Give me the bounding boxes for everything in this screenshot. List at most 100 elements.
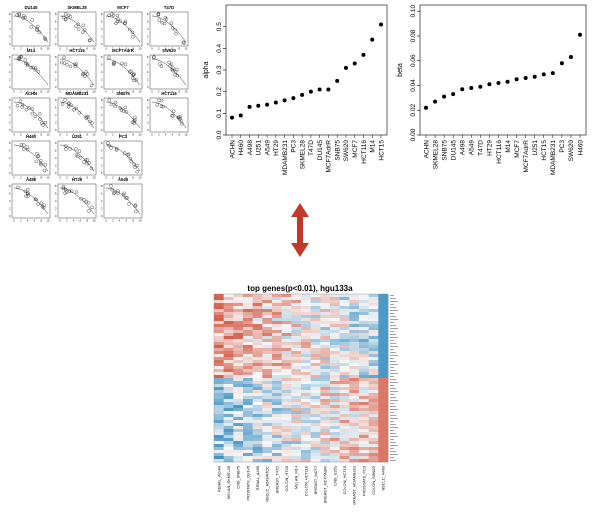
panel-xtick-label: 6 <box>80 219 82 223</box>
x-tick-label: A498 <box>247 140 254 156</box>
panel-data-point <box>15 104 20 108</box>
panel-xtick-label: 4 <box>73 90 75 94</box>
heatmap-cell <box>243 342 253 346</box>
heatmap-cell <box>223 381 234 385</box>
panel-data-point <box>36 70 41 74</box>
heatmap-cell <box>291 402 302 406</box>
heatmap-cell <box>310 369 321 373</box>
heatmap-cell <box>223 336 234 340</box>
heatmap-cell <box>262 336 273 340</box>
heatmap-cell <box>262 417 273 421</box>
heatmap-cell <box>359 339 369 343</box>
heatmap-cell <box>339 309 350 313</box>
heatmap-cell <box>272 429 282 433</box>
heatmap-cell <box>243 300 253 304</box>
heatmap-cell <box>330 426 340 430</box>
heatmap-cell <box>243 444 253 448</box>
heatmap-cell <box>349 303 360 307</box>
heatmap-cell <box>291 336 302 340</box>
heatmap-cell <box>243 354 253 358</box>
heatmap-column-label: BREAST_MCF7 <box>313 466 318 494</box>
heatmap-cell <box>368 375 379 379</box>
data-point <box>308 89 313 94</box>
panel-xtick-label: 8 <box>132 176 134 180</box>
panel-data-point <box>76 154 80 159</box>
heatmap-cell <box>252 456 263 460</box>
heatmap-cell <box>262 312 273 316</box>
panel-data-point <box>15 13 19 17</box>
panel-frame <box>57 97 97 133</box>
panel-fit-curve <box>105 15 141 43</box>
heatmap-cell <box>233 441 244 445</box>
heatmap-cell <box>359 423 369 427</box>
heatmap-cell <box>320 426 331 430</box>
heatmap-cell <box>243 363 253 367</box>
panel-xtick-label: 0 <box>105 47 107 51</box>
panel-fit-curve <box>59 101 95 129</box>
heatmap-cell <box>349 402 360 406</box>
panel-data-point <box>81 30 85 34</box>
panel-data-point <box>66 102 71 106</box>
heatmap-cell <box>339 312 350 316</box>
heatmap-cell <box>320 393 331 397</box>
data-point <box>424 105 428 110</box>
panel-xtick-label: 4 <box>27 47 29 51</box>
heatmap-cell <box>291 387 302 391</box>
heatmap-cell <box>320 402 331 406</box>
panel-ytick-label: 8 <box>147 55 149 59</box>
heatmap-cell <box>243 348 253 352</box>
heatmap-cell <box>359 393 369 397</box>
heatmap-cell <box>310 312 321 316</box>
heatmap-cell <box>223 423 234 427</box>
heatmap-cell <box>320 345 331 349</box>
panel-data-point <box>109 102 114 107</box>
panel-title: DU145 <box>24 5 38 10</box>
heatmap-cell <box>233 456 244 460</box>
panel-data-point <box>107 55 111 59</box>
panel-xtick-label: 4 <box>27 219 29 223</box>
y-tick-label: 0.04 <box>410 79 417 92</box>
heatmap-cell <box>291 432 302 436</box>
heatmap-cell <box>320 336 331 340</box>
heatmap-cell <box>223 450 234 454</box>
heatmap-cell <box>233 330 244 334</box>
panel-xtick-label: 4 <box>73 176 75 180</box>
panel-data-point <box>116 17 120 21</box>
heatmap-cell <box>223 369 234 373</box>
heatmap-cell <box>214 351 224 355</box>
heatmap-cell <box>349 411 360 415</box>
heatmap-cell <box>243 417 253 421</box>
heatmap-cell <box>301 375 311 379</box>
panel-data-point <box>122 191 126 196</box>
heatmap-cell <box>301 303 311 307</box>
heatmap-cell <box>272 387 282 391</box>
heatmap-cell <box>223 435 234 439</box>
heatmap-cell <box>233 447 244 451</box>
heatmap-cell <box>262 390 273 394</box>
heatmap-cell <box>349 447 360 451</box>
panel-xtick-label: 10 <box>139 47 142 51</box>
panel-data-point <box>33 114 37 119</box>
heatmap-cell <box>252 351 263 355</box>
panel-xtick-label: 0 <box>105 90 107 94</box>
heatmap-cell <box>262 345 273 349</box>
panel-xtick-label: 8 <box>178 133 180 137</box>
heatmap-cell <box>301 348 311 352</box>
y-tick-label: 0.00 <box>410 128 417 141</box>
panel-ytick-label: 8 <box>101 12 103 16</box>
heatmap-cell <box>281 387 292 391</box>
heatmap-cell <box>223 330 234 334</box>
panel-data-point <box>85 158 90 162</box>
heatmap-cell <box>310 387 321 391</box>
panel-title: SW620 <box>162 48 176 53</box>
heatmap-cell <box>339 459 350 463</box>
x-tick-label: MCF7 <box>352 140 359 158</box>
heatmap-cell <box>272 447 282 451</box>
heatmap-cell <box>223 402 234 406</box>
heatmap-cell <box>291 450 302 454</box>
heatmap-cell <box>310 336 321 340</box>
panel-ytick-label: 4 <box>55 199 57 203</box>
panel-xtick-label: 4 <box>73 133 75 137</box>
heatmap-cell <box>291 441 302 445</box>
heatmap-cell <box>252 384 263 388</box>
